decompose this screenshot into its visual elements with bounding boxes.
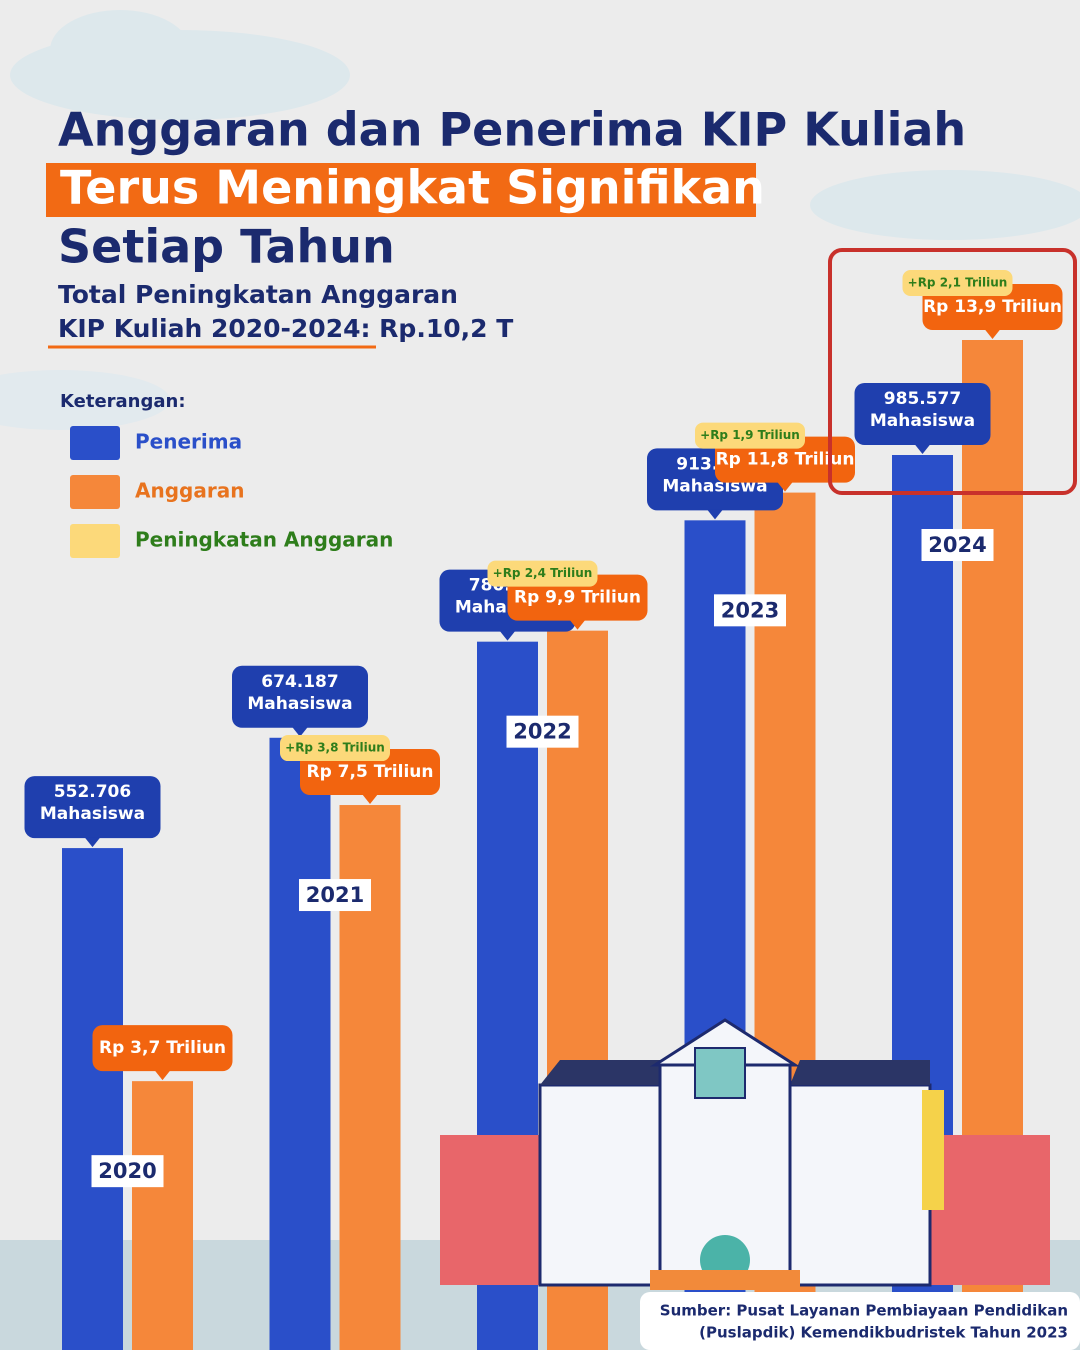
penerima-callout-pointer — [84, 837, 101, 848]
title-highlight — [46, 163, 756, 217]
bar-penerima — [62, 848, 123, 1350]
year-label: 2021 — [306, 883, 364, 907]
penerima-unit-label: Mahasiswa — [247, 694, 352, 714]
header: Anggaran dan Penerima KIP Kuliah Terus M… — [46, 103, 966, 349]
source-line: (Puslapdik) Kemendikbudristek Tahun 2023 — [699, 1324, 1068, 1342]
title-line: Terus Meningkat Signifikan — [60, 161, 765, 215]
increase-label: +Rp 2,1 Triliun — [908, 276, 1008, 290]
subtitle-line: Total Peningkatan Anggaran — [58, 280, 458, 309]
anggaran-value-label: Rp 11,8 Triliun — [716, 450, 855, 470]
increase-badge — [280, 735, 390, 762]
anggaran-callout-pointer — [154, 1070, 171, 1081]
highlight-frame — [828, 248, 1077, 495]
penerima-unit-label: Mahasiswa — [40, 804, 145, 824]
legend-title: Keterangan: — [60, 391, 186, 412]
year-label: 2022 — [513, 720, 571, 744]
penerima-unit-label: Mahasiswa — [870, 411, 975, 431]
anggaran-callout-pointer — [777, 481, 793, 492]
penerima-callout — [24, 776, 161, 839]
anggaran-value-label: Rp 7,5 Triliun — [306, 762, 433, 782]
legend-swatch — [70, 475, 120, 509]
year-label: 2023 — [721, 598, 779, 622]
legend-swatch — [70, 524, 120, 558]
bar-anggaran — [132, 1081, 193, 1350]
year-box — [921, 529, 994, 561]
penerima-callout — [854, 383, 991, 445]
penerima-value-label: 552.706 — [54, 782, 131, 802]
title-line: Setiap Tahun — [58, 220, 395, 274]
penerima-callout-pointer — [707, 509, 723, 520]
title-line: Anggaran dan Penerima KIP Kuliah — [58, 103, 966, 157]
legend-swatch — [70, 426, 120, 460]
penerima-callout — [232, 665, 368, 728]
subtitle-line: KIP Kuliah 2020-2024: Rp.10,2 T — [58, 314, 513, 343]
year-label: 2020 — [98, 1159, 156, 1183]
increase-label: +Rp 1,9 Triliun — [700, 428, 800, 442]
year-box — [506, 715, 579, 748]
anggaran-value-label: Rp 3,7 Triliun — [99, 1038, 226, 1058]
anggaran-callout-pointer — [362, 794, 378, 805]
source: Sumber: Pusat Layanan Pembiayaan Pendidi… — [640, 1292, 1080, 1350]
anggaran-callout-pointer — [569, 619, 586, 630]
penerima-value-label: 674.187 — [261, 672, 338, 692]
anggaran-value-label: Rp 13,9 Triliun — [923, 297, 1062, 317]
increase-label: +Rp 3,8 Triliun — [285, 741, 385, 755]
penerima-callout-pointer — [292, 726, 308, 737]
penerima-value-label: 985.577 — [884, 389, 961, 409]
year-box — [714, 594, 786, 627]
anggaran-value-label: Rp 9,9 Triliun — [514, 588, 641, 608]
increase-label: +Rp 2,4 Triliun — [493, 566, 593, 580]
anggaran-callout — [92, 1025, 233, 1072]
penerima-callout-pointer — [914, 444, 931, 454]
source-line: Sumber: Pusat Layanan Pembiayaan Pendidi… — [660, 1302, 1068, 1320]
legend-label: Anggaran — [135, 479, 244, 503]
year-box — [299, 879, 371, 912]
anggaran-callout-pointer — [984, 329, 1001, 339]
bar-penerima — [269, 737, 331, 1350]
increase-badge — [902, 270, 1013, 296]
legend: Keterangan: Penerima Anggaran Peningkatan … — [60, 391, 393, 558]
increase-badge — [487, 560, 598, 587]
year-box — [91, 1155, 164, 1188]
penerima-callout-pointer — [499, 630, 516, 641]
legend-label: Penerima — [135, 430, 242, 454]
legend-label: Peningkatan Anggaran — [135, 528, 393, 552]
campus-illustration — [440, 1018, 1050, 1290]
increase-badge — [695, 422, 805, 449]
year-label: 2024 — [928, 533, 986, 557]
